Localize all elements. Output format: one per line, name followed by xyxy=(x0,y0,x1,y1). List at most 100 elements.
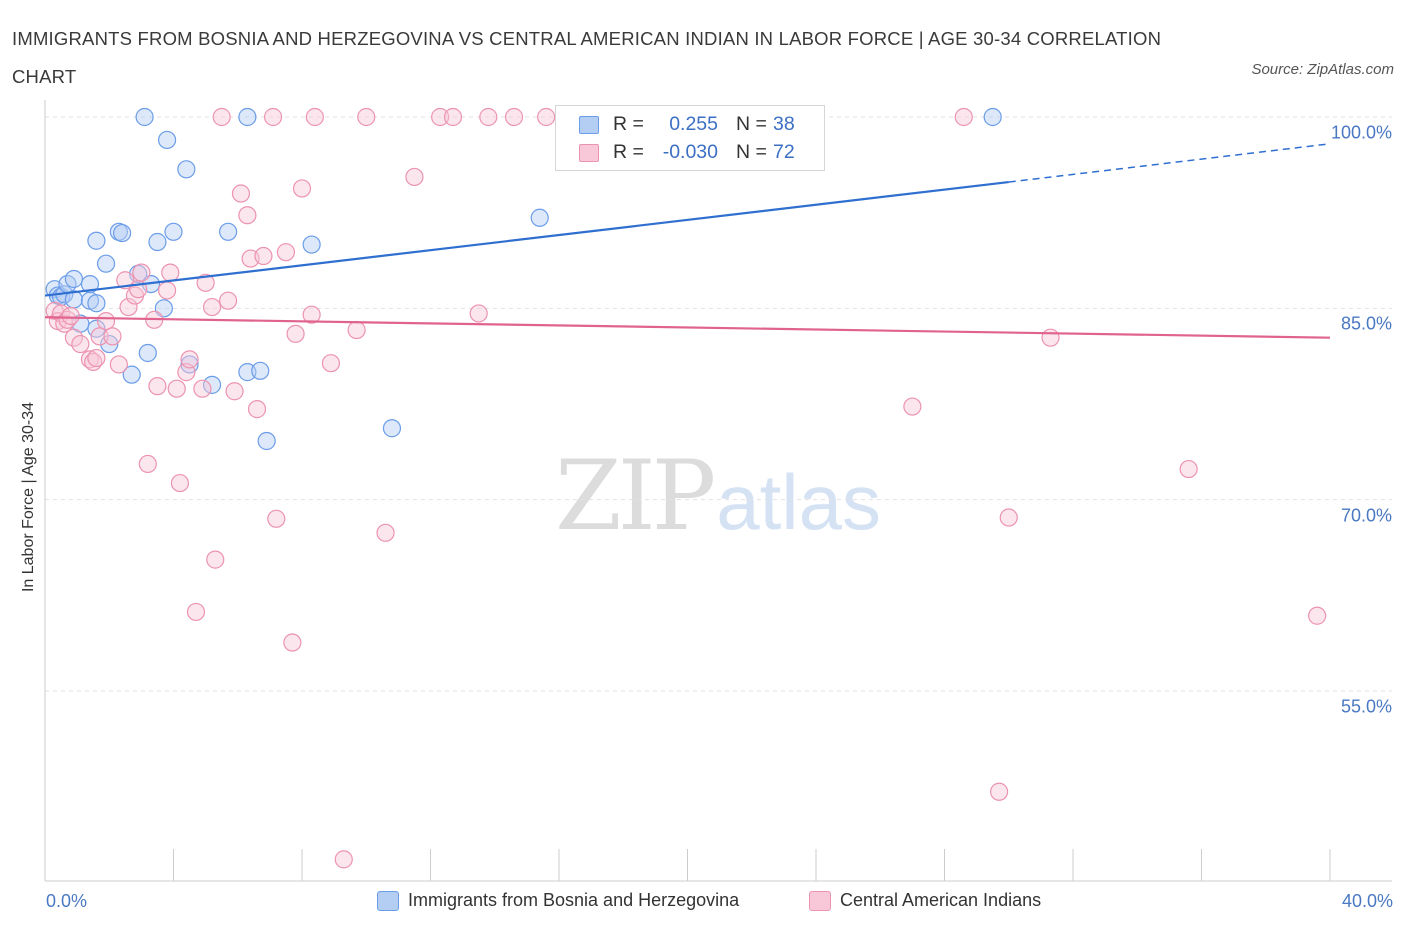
point-series2-30 xyxy=(193,379,212,398)
point-series1-19 xyxy=(135,107,154,127)
point-series2-68 xyxy=(990,782,1009,801)
point-series1-29 xyxy=(219,222,238,241)
point-series2-61 xyxy=(537,107,556,127)
stats-r-label: R = xyxy=(613,113,644,135)
point-series2-20 xyxy=(138,454,157,474)
stats-n-value-bosnia: 38 xyxy=(773,113,795,135)
point-series2-56 xyxy=(431,107,450,127)
legend-label-bosnia: Immigrants from Bosnia and Herzegovina xyxy=(408,890,740,910)
point-series2-37 xyxy=(231,184,251,203)
point-series2-34 xyxy=(212,107,231,127)
point-series2-67 xyxy=(954,107,973,127)
point-series2-19 xyxy=(132,263,151,282)
watermark-atlas: atlas xyxy=(716,458,881,546)
y-tick-label-1: 85.0% xyxy=(1340,313,1392,334)
point-series1-13 xyxy=(96,254,116,273)
point-series2-10 xyxy=(87,348,106,368)
point-series2-24 xyxy=(161,263,180,282)
point-series2-29 xyxy=(186,602,206,622)
point-series2-25 xyxy=(167,379,186,398)
point-series2-42 xyxy=(263,107,283,127)
point-series2-58 xyxy=(469,304,488,323)
point-series2-69 xyxy=(999,508,1018,527)
point-series1-20 xyxy=(138,343,157,363)
point-series2-7 xyxy=(71,334,90,354)
x-tick-label-min: 0.0% xyxy=(46,891,88,911)
point-series2-45 xyxy=(283,633,302,652)
point-series2-11 xyxy=(90,327,109,346)
point-series2-46 xyxy=(286,324,305,343)
point-series1-17 xyxy=(122,365,141,384)
grid-lines xyxy=(45,116,1392,692)
point-series2-54 xyxy=(376,523,395,542)
stats-swatch-bosnia xyxy=(579,116,599,134)
point-series2-35 xyxy=(219,291,238,310)
legend-swatch-bosnia xyxy=(377,891,399,911)
y-tick-label-2: 70.0% xyxy=(1340,505,1392,526)
point-series2-36 xyxy=(225,382,244,401)
point-series2-40 xyxy=(247,400,267,419)
legend-swatch-central-american xyxy=(809,891,831,911)
stats-swatch-central-american xyxy=(579,144,599,162)
point-series2-47 xyxy=(292,179,312,198)
point-series1-33 xyxy=(257,431,276,451)
point-series1-12 xyxy=(87,231,106,250)
point-series2-12 xyxy=(96,311,116,331)
point-series2-38 xyxy=(238,206,257,225)
series-central-american-points xyxy=(45,107,1327,869)
stats-n-label: N = xyxy=(736,113,767,135)
point-series2-48 xyxy=(302,305,321,324)
point-series2-44 xyxy=(276,243,296,262)
point-series2-51 xyxy=(334,850,353,869)
point-series1-16 xyxy=(112,223,132,243)
point-series2-26 xyxy=(170,473,190,493)
point-series2-71 xyxy=(1179,459,1198,479)
trend-line-bosnia-extension xyxy=(1008,143,1331,183)
point-series2-14 xyxy=(109,355,128,374)
legend-label-central-american: Central American Indians xyxy=(840,890,1042,910)
point-series2-57 xyxy=(443,107,463,127)
point-series2-33 xyxy=(206,550,225,569)
point-series2-23 xyxy=(157,281,177,300)
stats-n-value-central-american: 72 xyxy=(773,141,795,163)
chart-title: IMMIGRANTS FROM BOSNIA AND HERZEGOVINA V… xyxy=(12,28,1162,87)
point-series2-72 xyxy=(1308,606,1327,625)
watermark-zip: ZIP xyxy=(555,440,716,552)
point-series2-70 xyxy=(1041,328,1060,347)
point-series1-25 xyxy=(164,222,183,241)
point-series1-5 xyxy=(64,269,84,289)
point-series2-8 xyxy=(80,350,100,369)
point-series1-37 xyxy=(983,107,1002,127)
point-series1-26 xyxy=(177,160,196,179)
point-series2-50 xyxy=(321,354,341,373)
series-legend: Immigrants from Bosnia and Herzegovina C… xyxy=(0,889,1406,915)
point-series2-22 xyxy=(148,377,167,396)
point-series2-55 xyxy=(405,167,424,187)
point-series2-66 xyxy=(903,397,922,416)
y-axis-label: In Labor Force | Age 30-34 xyxy=(20,401,37,593)
stats-n-label: N = xyxy=(736,141,767,163)
point-series1-24 xyxy=(157,130,177,150)
point-series1-31 xyxy=(238,107,257,127)
stats-r-label: R = xyxy=(613,141,644,163)
point-series2-28 xyxy=(180,350,199,369)
stats-row-central-american: R = -0.030 N = 72 xyxy=(556,138,824,166)
stats-r-value-central-american: -0.030 xyxy=(662,141,718,163)
trend-line-central-american xyxy=(44,316,1331,339)
stats-legend: R = 0.255 N = 38 R = -0.030 N = 72 xyxy=(555,105,825,171)
y-tick-label-3: 55.0% xyxy=(1340,696,1392,717)
chart-source: Source: ZipAtlas.com xyxy=(1251,61,1394,78)
point-series1-9 xyxy=(87,294,106,313)
watermark: ZIPatlas xyxy=(555,440,881,552)
point-series2-52 xyxy=(347,320,366,340)
stats-r-value-bosnia: 0.255 xyxy=(669,113,718,135)
trend-line-bosnia xyxy=(44,180,1009,297)
stats-row-bosnia: R = 0.255 N = 38 xyxy=(556,110,824,138)
point-series2-5 xyxy=(61,306,80,326)
point-series2-41 xyxy=(254,246,273,266)
point-series1-34 xyxy=(302,235,321,254)
point-series2-49 xyxy=(305,107,324,127)
point-series1-36 xyxy=(530,208,549,227)
point-series2-59 xyxy=(479,107,498,127)
